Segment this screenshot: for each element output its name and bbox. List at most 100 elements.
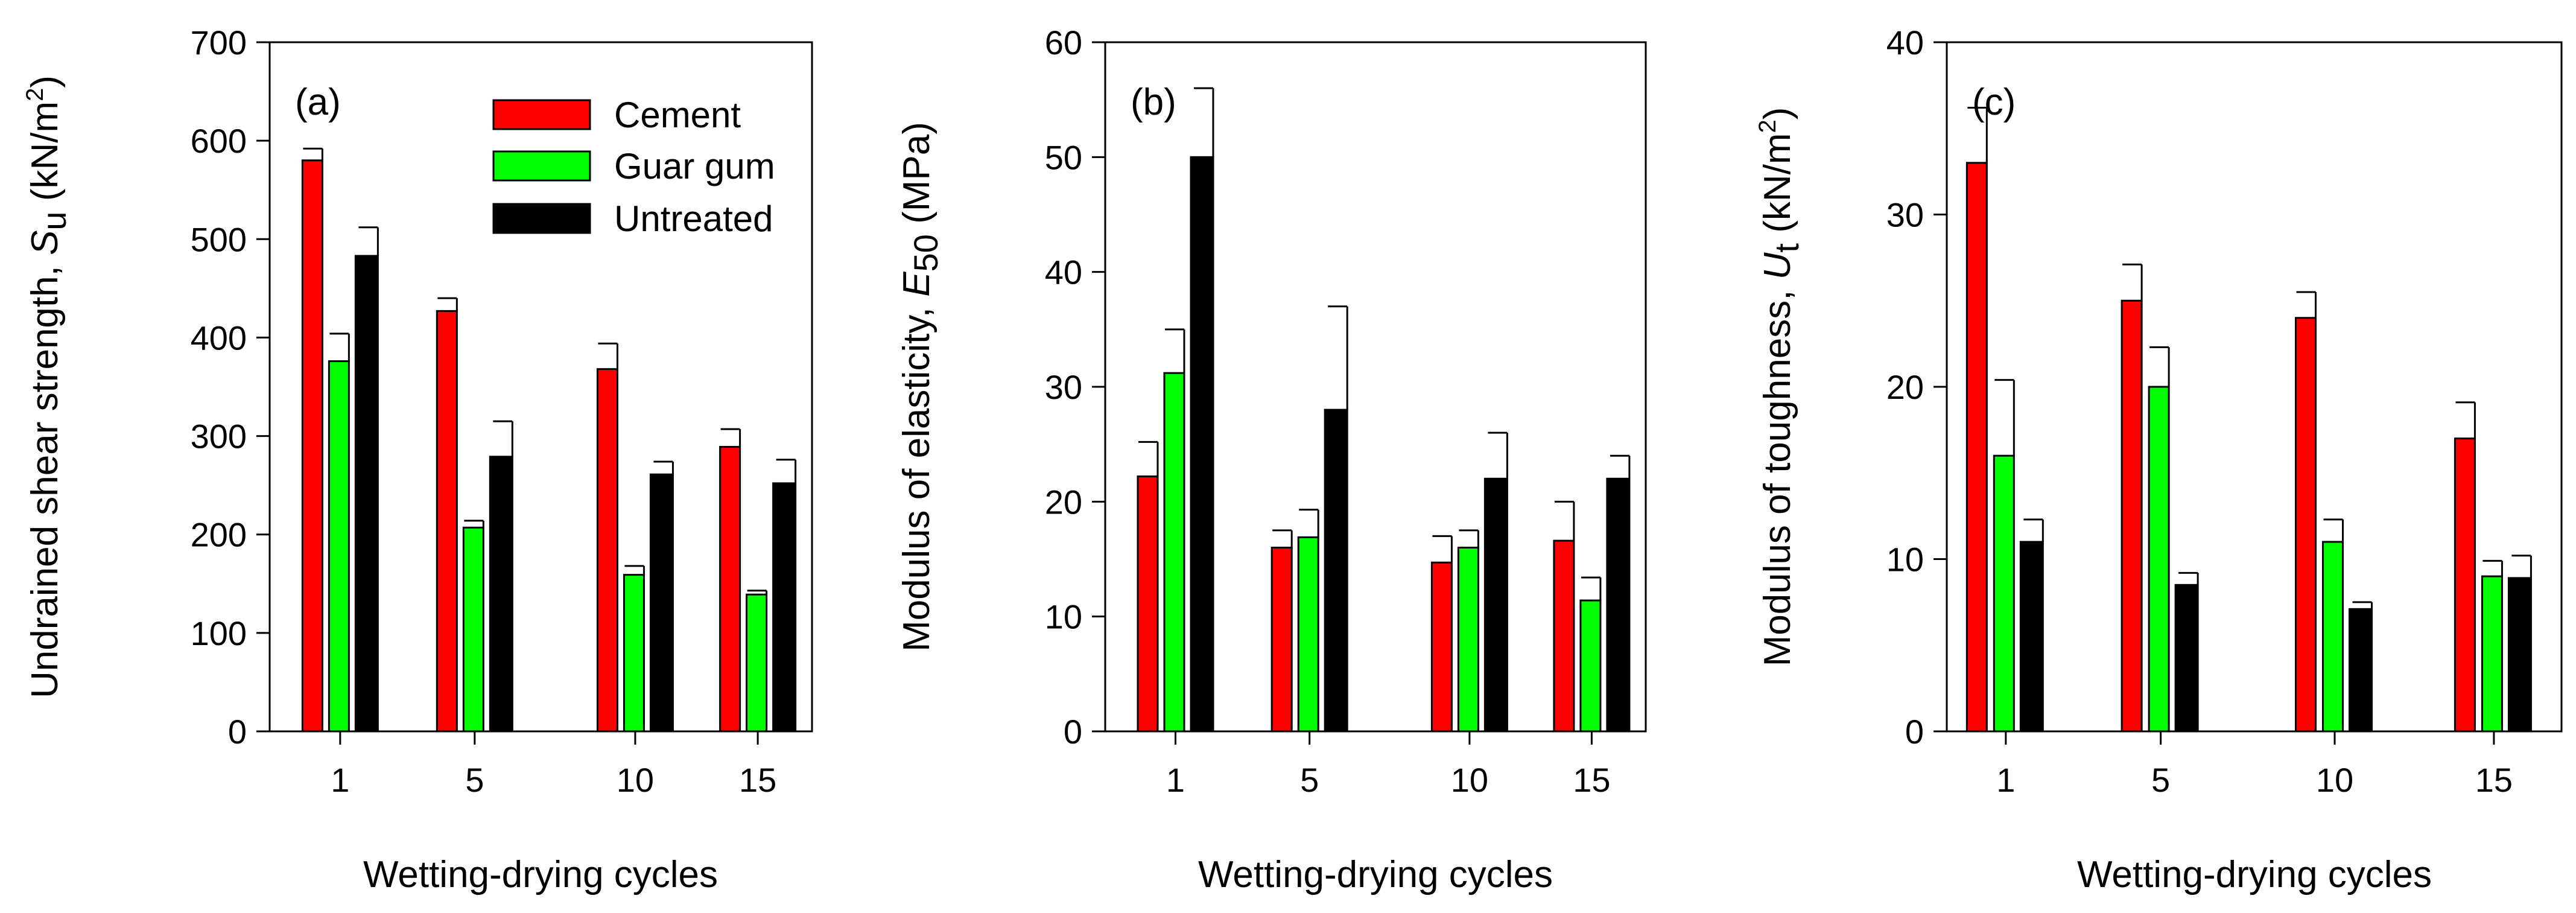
y-tick-label: 0 bbox=[1905, 713, 1924, 751]
legend-label: Cement bbox=[614, 95, 741, 135]
y-axis-unit: (MPa) bbox=[896, 122, 937, 234]
y-tick-label: 10 bbox=[1886, 541, 1924, 579]
y-tick-label: 50 bbox=[1045, 138, 1082, 176]
y-axis-subscript: t bbox=[1768, 243, 1806, 253]
bar-guar-gum bbox=[2148, 386, 2170, 733]
y-tick-label: 10 bbox=[1045, 598, 1082, 636]
panel-label: (c) bbox=[1972, 81, 2016, 123]
y-tick-label: 60 bbox=[1045, 24, 1082, 62]
y-tick-label: 40 bbox=[1045, 253, 1082, 291]
legend-label: Guar gum bbox=[614, 146, 775, 186]
y-axis-superscript: 2 bbox=[22, 88, 48, 101]
bar-guar-gum bbox=[462, 526, 484, 733]
legend-swatch-guar-gum bbox=[492, 150, 591, 182]
y-axis-title-text: Modulus of toughness, bbox=[1757, 279, 1798, 666]
bar-cement bbox=[2454, 437, 2476, 733]
y-tick-label: 20 bbox=[1045, 483, 1082, 521]
legend-swatch-untreated bbox=[492, 203, 591, 234]
y-axis-title: Modulus of toughness, Ut (kN/m2) bbox=[1754, 107, 1806, 667]
bar-untreated bbox=[1190, 156, 1214, 733]
bar-guar-gum bbox=[746, 593, 768, 733]
bar-cement bbox=[596, 368, 618, 733]
y-axis-title-text: Modulus of elasticity, bbox=[896, 297, 937, 652]
y-axis-unit: (kN/m bbox=[24, 101, 66, 212]
x-axis-title: Wetting-drying cycles bbox=[2077, 854, 2432, 896]
bar-guar-gum bbox=[2481, 575, 2503, 733]
y-tick-label: 30 bbox=[1045, 368, 1082, 406]
y-tick-label: 200 bbox=[191, 516, 247, 554]
bar-cement bbox=[719, 446, 741, 733]
y-tick-label: 400 bbox=[191, 319, 247, 357]
bar-cement bbox=[301, 159, 323, 733]
bar-untreated bbox=[489, 456, 513, 733]
y-tick-label: 20 bbox=[1886, 368, 1924, 406]
y-axis-unit-close: ) bbox=[1757, 107, 1798, 120]
plot-frame bbox=[268, 41, 813, 733]
y-tick-label: 300 bbox=[191, 418, 247, 456]
y-axis-unit-close: ) bbox=[24, 75, 66, 88]
bar-untreated bbox=[2174, 584, 2199, 733]
x-tick-label: 5 bbox=[2151, 761, 2170, 799]
y-tick-label: 100 bbox=[191, 614, 247, 652]
y-axis-superscript: 2 bbox=[1754, 119, 1781, 133]
x-axis-title: Wetting-drying cycles bbox=[363, 854, 718, 896]
bar-untreated bbox=[1606, 477, 1631, 733]
bar-cement bbox=[2121, 299, 2143, 733]
y-tick-label: 0 bbox=[228, 713, 247, 751]
x-tick-label: 1 bbox=[1166, 761, 1185, 799]
bar-guar-gum bbox=[1163, 372, 1185, 733]
bar-untreated bbox=[772, 482, 797, 733]
bar-guar-gum bbox=[1457, 546, 1479, 733]
panel-label: (a) bbox=[295, 81, 341, 123]
legend: Cement Guar gum Untreated bbox=[492, 95, 775, 239]
bar-untreated bbox=[2348, 608, 2373, 733]
y-axis-symbol: U bbox=[1757, 252, 1798, 279]
bar-untreated bbox=[354, 255, 379, 733]
plot-frame bbox=[1104, 41, 1647, 733]
y-axis-title-text: Undrained shear strength, bbox=[24, 255, 66, 698]
bar-guar-gum bbox=[328, 360, 350, 733]
plot-frame bbox=[1946, 41, 2563, 733]
y-tick-label: 30 bbox=[1886, 196, 1924, 234]
panel-label: (b) bbox=[1131, 81, 1176, 123]
bar-guar-gum bbox=[623, 574, 645, 733]
bar-cement bbox=[1553, 539, 1575, 733]
legend-label: Untreated bbox=[614, 199, 773, 239]
bar-guar-gum bbox=[2321, 541, 2344, 733]
y-axis-subscript: u bbox=[35, 211, 73, 230]
y-tick-label: 40 bbox=[1886, 24, 1924, 62]
y-axis-symbol: S bbox=[24, 231, 66, 255]
x-tick-label: 1 bbox=[331, 761, 349, 799]
x-tick-label: 1 bbox=[1996, 761, 2015, 799]
bar-guar-gum bbox=[1579, 599, 1602, 733]
bar-cement bbox=[1271, 546, 1293, 733]
y-tick-label: 500 bbox=[191, 220, 247, 258]
bar-guar-gum bbox=[1297, 536, 1319, 733]
bar-guar-gum bbox=[1993, 454, 2015, 733]
y-axis-subscript: 50 bbox=[907, 234, 945, 272]
bar-cement bbox=[1965, 162, 1988, 733]
bar-cement bbox=[1430, 561, 1453, 733]
y-tick-label: 600 bbox=[191, 122, 247, 160]
y-axis-title: Undrained shear strength, Su (kN/m2) bbox=[22, 75, 73, 698]
x-axis-title: Wetting-drying cycles bbox=[1198, 854, 1553, 896]
x-tick-label: 5 bbox=[1300, 761, 1319, 799]
bar-cement bbox=[1137, 475, 1159, 733]
bar-untreated bbox=[649, 473, 674, 733]
y-tick-label: 700 bbox=[191, 24, 247, 62]
x-tick-label: 10 bbox=[1451, 761, 1488, 799]
x-tick-label: 10 bbox=[2316, 761, 2353, 799]
y-axis-unit: (kN/m bbox=[1757, 133, 1798, 243]
legend-swatch-cement bbox=[492, 99, 591, 130]
bar-untreated bbox=[2019, 541, 2044, 733]
x-tick-label: 15 bbox=[1573, 761, 1610, 799]
y-axis-symbol: E bbox=[896, 272, 937, 297]
x-tick-label: 15 bbox=[739, 761, 776, 799]
x-tick-label: 10 bbox=[617, 761, 654, 799]
y-axis-title: Modulus of elasticity, E50 (MPa) bbox=[896, 122, 945, 652]
y-tick-label: 0 bbox=[1064, 713, 1082, 751]
